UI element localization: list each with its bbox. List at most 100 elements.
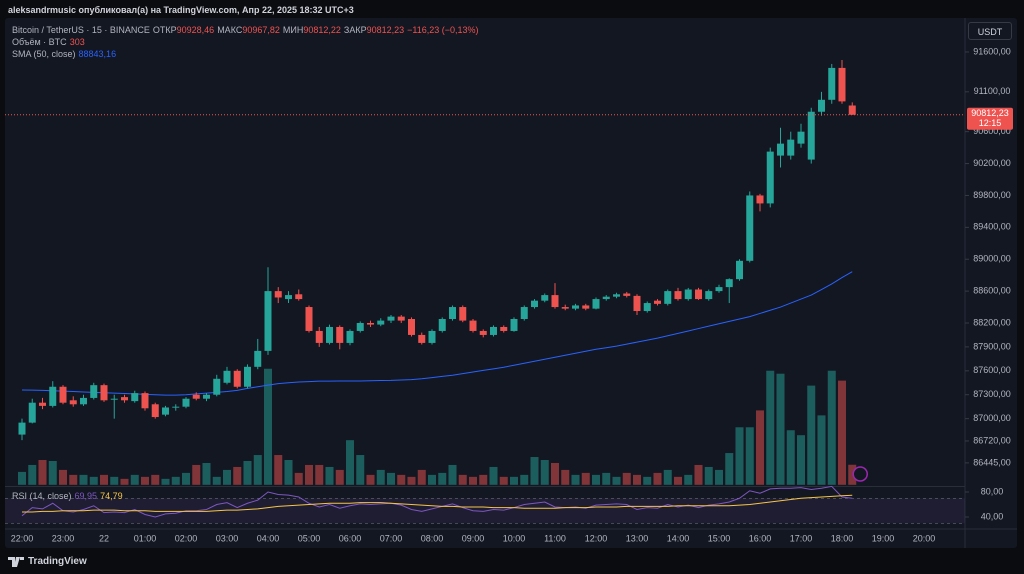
volume-bar [571, 474, 580, 485]
volume-bar [274, 455, 283, 485]
candle-body [203, 394, 210, 399]
volume-bar [407, 476, 416, 485]
x-tick-label: 23:00 [52, 533, 75, 543]
candle-body [264, 291, 272, 351]
y-tick-label: 86720,00 [973, 435, 1011, 445]
volume-bar [643, 476, 652, 485]
x-tick-label: 06:00 [339, 533, 362, 543]
volume-bar [479, 474, 488, 485]
last-price-label: 90812,23 [971, 108, 1009, 118]
candle-body [172, 406, 180, 408]
volume-bar [458, 474, 467, 485]
volume-bar [59, 469, 67, 485]
candle-body [541, 295, 549, 301]
rsi-tick-label: 80,00 [981, 486, 1004, 496]
ohlc-value: 90812,22 [303, 25, 341, 35]
candle-body [274, 291, 282, 298]
x-tick-label: 14:00 [667, 533, 690, 543]
ohlc-value: 90928,46 [176, 25, 215, 35]
volume-bar [551, 462, 559, 485]
volume-bar [428, 474, 436, 485]
candle-body [797, 131, 805, 144]
brand-name: TradingView [28, 556, 87, 567]
volume-bar [653, 472, 662, 485]
rsi-ma-value: 74,79 [100, 491, 123, 501]
y-tick-label: 91100,00 [974, 86, 1011, 96]
x-tick-label: 04:00 [257, 533, 280, 543]
candle-body [39, 402, 46, 406]
candle-body [336, 326, 344, 343]
candle-body [633, 295, 641, 312]
last-price-countdown: 12:15 [979, 118, 1002, 128]
y-tick-label: 86445,00 [973, 457, 1011, 467]
volume-bar [223, 469, 231, 485]
volume-bar [79, 474, 88, 485]
chart-panel [5, 18, 1017, 548]
volume-bar [151, 474, 160, 485]
rsi-name: RSI (14, close) [12, 491, 72, 501]
candle-body [838, 67, 846, 102]
volume-bar [715, 469, 723, 485]
volume-bar [438, 472, 447, 485]
x-tick-label: 08:00 [421, 533, 444, 543]
candle-body [110, 398, 118, 400]
candle-body [520, 307, 528, 320]
candle-body [59, 386, 67, 403]
volume-bar [745, 427, 754, 485]
candle-body [623, 293, 631, 296]
ohlc-label: ОТКР [152, 25, 177, 35]
candle-body [715, 287, 723, 292]
volume-bar [89, 476, 98, 485]
volume-bar [120, 478, 129, 485]
alert-icon [852, 466, 868, 482]
candle-body [141, 393, 149, 409]
x-tick-label: 10:00 [503, 533, 526, 543]
sma-name: SMA (50, close) [12, 49, 76, 59]
candle-body [397, 316, 405, 321]
volume-bar [602, 472, 611, 485]
candle-body [848, 105, 856, 115]
volume-bar [510, 476, 518, 485]
x-tick-label: 02:00 [175, 533, 198, 543]
volume-value: 303 [69, 37, 85, 47]
candle-body [592, 299, 600, 309]
volume-bar [756, 410, 764, 485]
candle-body [756, 195, 764, 204]
volume-bar [38, 460, 47, 485]
rsi-tick-label: 40,00 [981, 511, 1004, 521]
y-tick-label: 88200,00 [973, 317, 1011, 327]
rsi-value: 69,95 [74, 491, 98, 501]
candle-body [223, 370, 231, 383]
candle-body [787, 139, 795, 156]
candle-body [151, 404, 159, 418]
candle-body [377, 320, 385, 325]
volume-bar [28, 464, 37, 485]
volume-bar [387, 472, 395, 485]
volume-bar [130, 474, 139, 485]
candle-body [367, 322, 374, 325]
candle-body [356, 322, 364, 331]
x-tick-label: 11:00 [544, 533, 566, 543]
candle-body [828, 67, 836, 100]
x-tick-label: 13:00 [626, 533, 649, 543]
volume-bar [797, 435, 805, 485]
volume-bar [253, 455, 262, 485]
volume-bar [284, 460, 293, 485]
candle-body [213, 378, 221, 395]
candle-body [131, 393, 139, 402]
candle-body [602, 296, 610, 300]
volume-bar [161, 478, 170, 485]
candle-body [233, 370, 241, 387]
candle-body [285, 295, 292, 300]
volume-bar [141, 476, 149, 485]
currency-button[interactable]: USDT [968, 22, 1012, 40]
candle-body [459, 307, 467, 321]
candle-body [561, 307, 569, 309]
volume-bar [448, 464, 457, 485]
candle-body [736, 260, 743, 280]
volume-bar [684, 474, 693, 485]
ohlc-label: МИН [282, 25, 304, 35]
rsi-line [21, 485, 853, 518]
volume-bar [192, 464, 201, 485]
candle-body [818, 99, 825, 112]
